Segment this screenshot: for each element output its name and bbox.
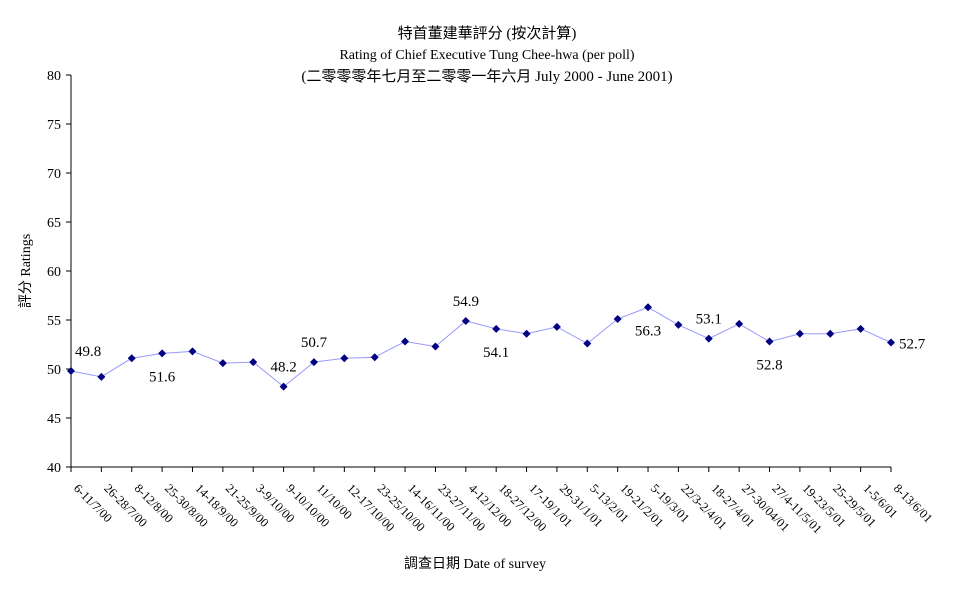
data-label: 51.6 bbox=[149, 369, 176, 385]
data-point bbox=[552, 322, 561, 331]
data-label: 52.8 bbox=[756, 358, 782, 374]
y-tick-label: 60 bbox=[47, 265, 61, 280]
data-point bbox=[67, 366, 75, 375]
chart-title: 特首董建華評分 (按次計算) bbox=[398, 24, 577, 42]
data-label: 54.9 bbox=[453, 294, 479, 310]
data-point bbox=[674, 320, 683, 329]
data-point bbox=[218, 359, 227, 368]
data-point bbox=[644, 303, 653, 312]
y-axis-label: 評分 Ratings bbox=[18, 234, 34, 308]
data-point bbox=[340, 354, 349, 363]
y-tick-label: 70 bbox=[47, 167, 61, 182]
data-point bbox=[158, 349, 167, 358]
data-point bbox=[735, 319, 744, 328]
y-tick-label: 45 bbox=[47, 412, 61, 427]
data-point bbox=[370, 353, 379, 362]
data-point bbox=[613, 315, 622, 324]
data-label: 53.1 bbox=[696, 312, 722, 328]
data-point bbox=[431, 342, 440, 351]
data-point bbox=[188, 347, 197, 356]
data-point bbox=[795, 329, 804, 338]
y-tick-label: 80 bbox=[47, 69, 61, 84]
data-point bbox=[856, 324, 865, 333]
data-label: 50.7 bbox=[301, 335, 328, 351]
x-axis-label: 調查日期 Date of survey bbox=[404, 556, 546, 572]
data-point bbox=[309, 358, 318, 367]
data-point bbox=[279, 382, 288, 391]
data-point bbox=[127, 354, 136, 363]
data-point bbox=[765, 337, 774, 346]
chart-subtitle-period: (二零零零年七月至二零零一年六月 July 2000 - June 2001) bbox=[301, 68, 672, 85]
data-label: 56.3 bbox=[635, 323, 661, 339]
data-label: 52.7 bbox=[899, 337, 926, 353]
x-tick-label: 8-13/6/01 bbox=[891, 481, 935, 525]
data-point bbox=[97, 372, 106, 381]
data-point bbox=[522, 329, 531, 338]
data-label: 54.1 bbox=[483, 345, 509, 361]
data-point bbox=[492, 324, 501, 333]
y-tick-label: 65 bbox=[47, 216, 61, 231]
data-point bbox=[826, 329, 835, 338]
data-label: 49.8 bbox=[75, 344, 101, 360]
data-label: 48.2 bbox=[270, 360, 296, 376]
y-tick-label: 40 bbox=[47, 461, 61, 476]
data-point bbox=[583, 339, 592, 348]
data-point bbox=[887, 338, 895, 347]
data-point bbox=[704, 334, 713, 343]
chart-subtitle: Rating of Chief Executive Tung Chee-hwa … bbox=[339, 48, 634, 63]
y-tick-label: 55 bbox=[47, 314, 61, 329]
data-point bbox=[249, 358, 258, 367]
y-tick-label: 75 bbox=[47, 118, 61, 133]
series-line bbox=[70, 306, 892, 388]
data-point bbox=[401, 337, 410, 346]
data-point bbox=[461, 316, 470, 325]
y-tick-label: 50 bbox=[47, 363, 61, 378]
